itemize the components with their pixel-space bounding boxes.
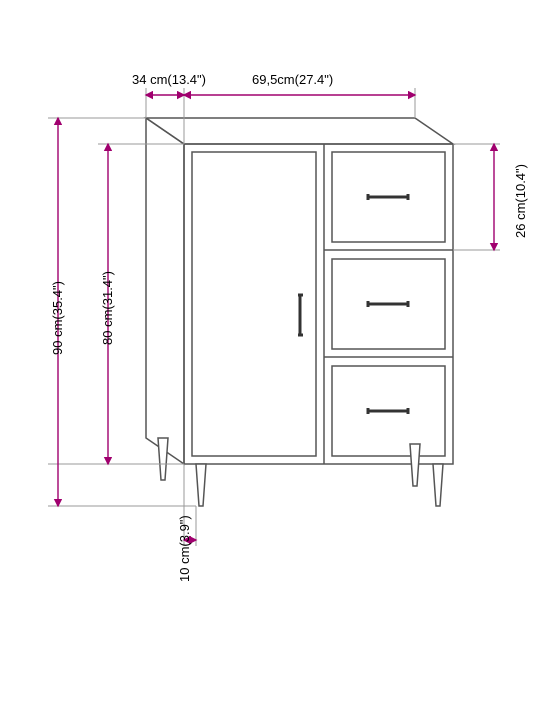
dim-body-height-label: 80 cm(31.4") <box>100 271 115 345</box>
dimension-arrows <box>58 95 494 540</box>
legs <box>158 438 443 506</box>
dim-depth-label: 34 cm(13.4") <box>132 72 206 87</box>
dim-width-label: 69,5cm(27.4") <box>252 72 333 87</box>
dim-total-height-label: 90 cm(35.4") <box>50 281 65 355</box>
dim-leg-height-label: 10 cm(3.9") <box>177 515 192 582</box>
dim-drawer-height-label: 26 cm(10.4") <box>513 164 528 238</box>
handles <box>298 194 408 414</box>
guides <box>48 88 500 546</box>
